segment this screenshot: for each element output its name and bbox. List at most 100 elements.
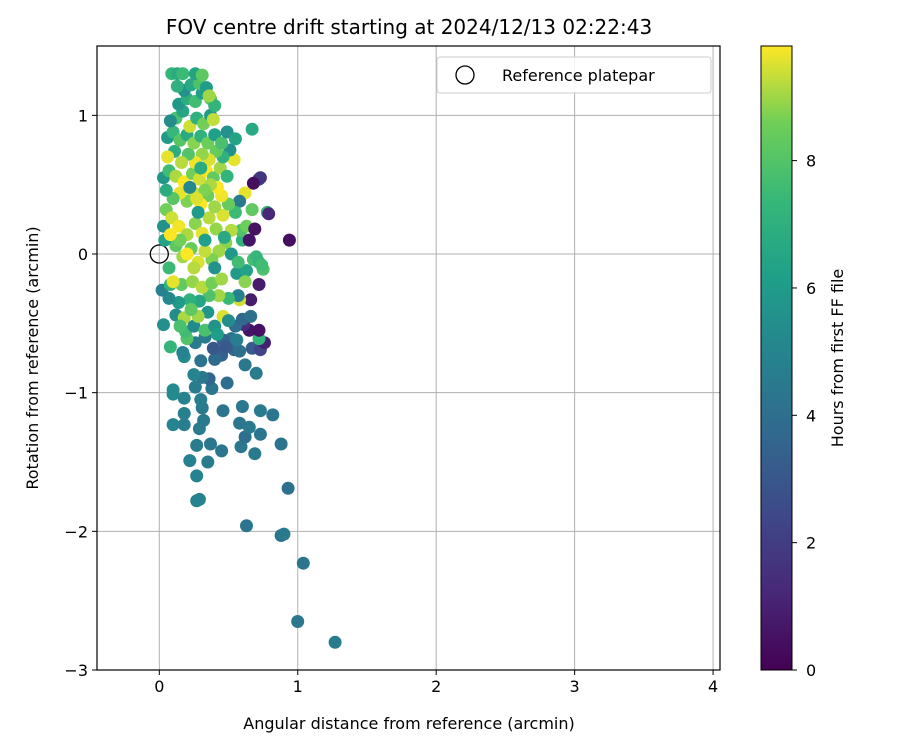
data-point bbox=[198, 323, 212, 337]
colorbar-tick-label: 0 bbox=[806, 661, 816, 680]
data-point bbox=[209, 222, 223, 236]
data-point bbox=[202, 89, 216, 103]
data-point bbox=[206, 113, 220, 126]
colorbar: 0 2 4 6 8 Hours from first FF file bbox=[760, 45, 847, 680]
y-tick-label: −2 bbox=[64, 522, 88, 541]
data-point bbox=[253, 427, 267, 441]
data-point bbox=[216, 208, 230, 222]
data-point bbox=[175, 156, 188, 169]
data-point bbox=[328, 635, 342, 649]
data-point bbox=[208, 261, 222, 275]
data-point bbox=[235, 400, 249, 413]
data-point bbox=[177, 407, 191, 420]
data-point bbox=[188, 380, 202, 394]
data-point bbox=[238, 430, 252, 444]
data-point bbox=[194, 393, 208, 407]
x-tick-label: 0 bbox=[154, 677, 164, 696]
data-point bbox=[161, 150, 175, 164]
data-point bbox=[183, 293, 197, 307]
data-point bbox=[281, 481, 295, 495]
data-point bbox=[233, 416, 247, 430]
data-point bbox=[176, 67, 190, 81]
y-tick-label: −3 bbox=[64, 661, 88, 680]
data-point bbox=[215, 444, 229, 458]
data-point bbox=[183, 180, 197, 194]
data-point bbox=[163, 114, 177, 128]
legend-label: Reference platepar bbox=[502, 66, 655, 85]
reference-marker bbox=[149, 244, 169, 264]
legend-marker bbox=[455, 65, 475, 85]
data-point bbox=[180, 247, 194, 261]
data-point bbox=[163, 228, 177, 242]
data-point bbox=[262, 207, 276, 221]
data-point bbox=[198, 183, 212, 197]
data-point bbox=[172, 296, 186, 309]
data-point bbox=[220, 376, 234, 390]
data-point bbox=[277, 527, 291, 541]
chart-title: FOV centre drift starting at 2024/12/13 … bbox=[166, 15, 652, 39]
data-point bbox=[242, 420, 256, 434]
data-points bbox=[149, 67, 342, 649]
x-axis-label: Angular distance from reference (arcmin) bbox=[243, 714, 574, 733]
data-point bbox=[222, 314, 235, 328]
data-point bbox=[191, 205, 205, 219]
data-point bbox=[227, 153, 241, 167]
x-tick-label: 4 bbox=[708, 677, 718, 696]
data-point bbox=[187, 261, 201, 275]
data-point bbox=[296, 556, 310, 570]
data-point bbox=[253, 404, 267, 418]
data-point bbox=[244, 309, 258, 323]
data-point bbox=[187, 319, 201, 333]
data-point bbox=[206, 341, 220, 355]
data-point bbox=[233, 194, 247, 208]
data-point bbox=[238, 358, 252, 372]
colorbar-gradient bbox=[760, 45, 793, 671]
data-point bbox=[177, 418, 191, 432]
data-point bbox=[173, 233, 187, 247]
data-point bbox=[249, 366, 263, 380]
data-point bbox=[194, 161, 208, 175]
y-axis-ticks: −3 −2 −1 0 1 bbox=[64, 106, 97, 680]
data-point bbox=[204, 437, 217, 451]
data-point bbox=[195, 280, 209, 294]
x-tick-label: 2 bbox=[431, 677, 441, 696]
y-tick-label: −1 bbox=[64, 384, 88, 403]
data-point bbox=[233, 344, 247, 358]
data-point bbox=[252, 323, 266, 337]
data-point bbox=[190, 192, 204, 205]
data-point bbox=[231, 255, 245, 269]
x-axis-ticks: 0 1 2 3 4 bbox=[154, 670, 718, 696]
y-tick-label: 1 bbox=[78, 106, 88, 125]
data-point bbox=[186, 275, 199, 289]
data-point bbox=[176, 346, 190, 359]
colorbar-tick-label: 4 bbox=[806, 406, 816, 425]
data-point bbox=[208, 200, 222, 214]
data-point bbox=[266, 408, 280, 422]
data-point bbox=[162, 261, 176, 275]
data-point bbox=[198, 244, 212, 258]
data-point bbox=[190, 438, 204, 452]
y-axis-label: Rotation from reference (arcmin) bbox=[23, 226, 42, 489]
data-point bbox=[255, 258, 269, 272]
data-point bbox=[216, 404, 230, 418]
colorbar-tick-label: 2 bbox=[806, 534, 816, 553]
data-point bbox=[242, 233, 256, 247]
data-point bbox=[274, 437, 288, 451]
data-point bbox=[198, 233, 212, 247]
data-point bbox=[291, 615, 305, 628]
data-point bbox=[202, 211, 216, 225]
data-point bbox=[240, 519, 253, 533]
colorbar-tick-label: 8 bbox=[806, 152, 816, 171]
data-point bbox=[187, 368, 201, 382]
data-point bbox=[195, 68, 209, 82]
data-point bbox=[220, 169, 234, 183]
data-point bbox=[173, 319, 187, 333]
legend-box bbox=[436, 56, 712, 94]
data-point bbox=[245, 122, 259, 136]
plot-frame bbox=[96, 45, 721, 671]
data-point bbox=[166, 418, 180, 432]
data-point bbox=[183, 454, 197, 468]
data-point bbox=[282, 233, 296, 247]
data-point bbox=[208, 352, 222, 366]
